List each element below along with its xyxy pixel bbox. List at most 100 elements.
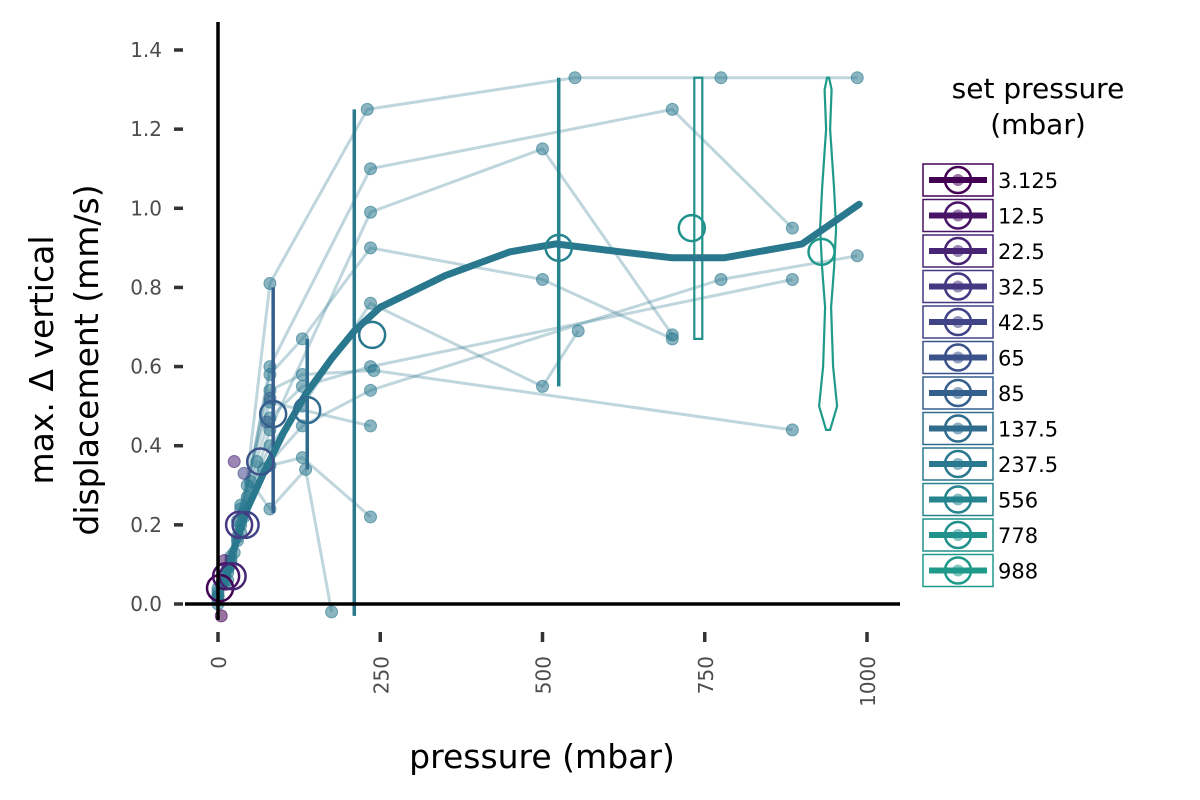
legend-key-box	[922, 518, 994, 552]
x-tick-label: 750	[694, 656, 718, 694]
legend-key-dot	[952, 245, 964, 257]
data-point	[364, 419, 378, 433]
legend-key-dot	[952, 493, 964, 506]
x-axis-title: pressure (mbar)	[409, 737, 675, 776]
legend-key-dot	[952, 316, 964, 328]
data-point	[263, 276, 277, 290]
group-mean-2	[211, 562, 241, 591]
legend-item-32.5: 32.5	[922, 269, 1045, 304]
y-tick-label: 1.4	[130, 38, 162, 62]
legend-key-dot	[952, 280, 964, 293]
smooth-trend-line	[214, 200, 863, 596]
data-point	[536, 379, 549, 393]
legend-key-circle	[943, 378, 973, 408]
y-tick-label: 0.6	[130, 355, 162, 379]
y-tick-label: 0.8	[130, 275, 162, 299]
replicate-line-9	[216, 278, 793, 597]
legend-key-box	[922, 198, 994, 233]
group-mean-4	[224, 510, 254, 540]
legend-key-dot	[952, 564, 964, 577]
legend-label: 237.5	[998, 453, 1058, 477]
legend-label: 85	[998, 382, 1025, 406]
legend-key-box	[922, 447, 994, 481]
data-point	[850, 71, 864, 85]
violin-1	[693, 76, 704, 340]
data-point	[360, 102, 374, 116]
legend-key-dot	[952, 209, 964, 222]
legend-key-box	[922, 376, 994, 410]
replicate-line-4	[219, 246, 673, 585]
legend-item-65: 65	[922, 340, 1025, 375]
data-point	[714, 71, 728, 85]
data-point	[536, 273, 549, 287]
legend-key-circle	[943, 343, 973, 372]
data-point	[364, 383, 378, 397]
data-point	[665, 332, 679, 346]
replicate-line-2	[216, 107, 794, 593]
legend-key-dot	[952, 529, 964, 541]
legend-item-42.5: 42.5	[922, 305, 1045, 339]
group-mean-8	[292, 395, 322, 425]
y-axis-title: max. Δ vertical displacement (mm/s)	[22, 184, 106, 535]
legend-label: 65	[998, 347, 1025, 371]
legend-key-box	[922, 305, 994, 339]
data-point	[785, 423, 799, 437]
legend-title-line: set pressure	[952, 72, 1125, 105]
legend-key-circle	[943, 201, 973, 230]
x-tick-label: 500	[532, 656, 556, 694]
legend-item-85: 85	[922, 376, 1025, 410]
data-point	[785, 221, 799, 235]
legend-item-988: 988	[922, 553, 1038, 588]
data-point	[785, 273, 799, 287]
data-point	[665, 102, 679, 116]
group-means-layer	[205, 213, 836, 603]
y-tick-label: 1.0	[130, 196, 162, 220]
data-point	[250, 455, 264, 469]
legend-item-3.125: 3.125	[922, 163, 1058, 197]
x-tick-label: 0	[207, 656, 231, 669]
legend-title-line: (mbar)	[990, 108, 1086, 141]
replicate-series-layer	[216, 76, 858, 613]
group-mean-6	[245, 447, 275, 476]
data-point	[364, 241, 378, 255]
data-point	[364, 205, 378, 219]
legend-key-box	[922, 163, 994, 197]
x-tick-label: 250	[369, 656, 393, 694]
axis-titles-layer: pressure (mbar) max. Δ vertical displaceme…	[22, 184, 675, 776]
replicate-line-6	[216, 254, 858, 605]
data-point	[714, 273, 728, 287]
group-mean-7	[258, 399, 288, 429]
legend-item-237.5: 237.5	[922, 447, 1058, 481]
legend-item-12.5: 12.5	[922, 198, 1045, 233]
legend-item-22.5: 22.5	[922, 234, 1045, 268]
data-point	[850, 249, 864, 263]
y-tick-label: 0.4	[130, 434, 162, 458]
legend-label: 778	[998, 524, 1038, 548]
legend-key-circle	[943, 165, 973, 195]
legend-label: 42.5	[998, 311, 1045, 335]
legend-item-778: 778	[922, 518, 1038, 552]
legend-key-circle	[943, 485, 973, 514]
data-point	[227, 455, 241, 469]
legend-key-box	[922, 269, 994, 304]
data-point	[325, 605, 339, 619]
data-point	[367, 364, 381, 378]
legend-label: 3.125	[998, 169, 1058, 193]
legend-key-box	[922, 340, 994, 375]
legend-label: 22.5	[998, 240, 1045, 264]
legend-label: 137.5	[998, 418, 1058, 442]
x-tick-label: 1000	[856, 656, 880, 707]
data-point	[237, 466, 251, 480]
range-bars-layer	[271, 76, 839, 616]
legend-key-box	[922, 411, 994, 446]
legend-key-box	[922, 482, 994, 517]
legend-item-556: 556	[922, 482, 1038, 517]
axes-layer	[185, 22, 900, 620]
trend-line-layer	[214, 200, 863, 596]
legend-key-circle	[943, 520, 973, 550]
legend-label: 12.5	[998, 205, 1045, 229]
y-tick-label: 0.2	[130, 513, 162, 537]
legend-label: 988	[998, 560, 1038, 584]
replicate-line-3	[216, 147, 674, 589]
